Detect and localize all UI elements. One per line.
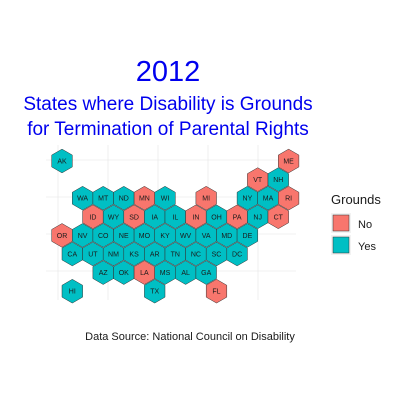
- state-label: GA: [201, 270, 211, 277]
- state-label: NJ: [253, 214, 262, 221]
- state-label: NM: [108, 252, 119, 259]
- state-hex-shape: [144, 279, 166, 304]
- legend-label: Yes: [358, 241, 376, 253]
- legend-item-no: No: [331, 213, 372, 233]
- state-label: MA: [263, 196, 274, 203]
- state-label: LA: [140, 270, 149, 277]
- state-label: NC: [191, 252, 201, 259]
- state-label: NE: [119, 233, 129, 240]
- state-hex-tx: TX: [144, 279, 166, 304]
- state-label: VA: [202, 233, 211, 240]
- state-label: MN: [139, 196, 150, 203]
- state-label: NH: [273, 177, 283, 184]
- state-hex-shape: [61, 279, 83, 304]
- state-hex-shape: [205, 279, 228, 304]
- legend: Grounds No Yes: [331, 192, 381, 255]
- state-hex-ct: CT: [267, 204, 289, 229]
- state-label: AL: [181, 270, 190, 277]
- chart-subtitle-line-1: States where Disability is Grounds: [23, 94, 312, 115]
- state-label: AZ: [99, 270, 109, 277]
- legend-swatch: [332, 214, 350, 232]
- state-label: FL: [212, 289, 220, 296]
- state-label: HI: [69, 289, 76, 296]
- state-label: NY: [243, 196, 253, 203]
- state-hex-ri: RI: [278, 186, 300, 211]
- state-label: RI: [285, 196, 292, 203]
- state-label: ID: [89, 214, 96, 221]
- state-label: WY: [108, 214, 120, 221]
- state-hex-nh: NH: [267, 167, 289, 192]
- state-hex-shape: [51, 148, 73, 174]
- chart-title: 2012: [136, 56, 201, 88]
- state-hex-ga: GA: [195, 260, 217, 285]
- state-label: TX: [150, 289, 159, 296]
- state-label: ND: [119, 196, 129, 203]
- legend-swatch: [332, 236, 350, 254]
- state-hex-de: DE: [236, 223, 258, 248]
- state-label: TN: [171, 252, 180, 259]
- chart-subtitle-line-2: for Termination of Parental Rights: [27, 119, 309, 140]
- state-label: SD: [129, 214, 139, 221]
- state-label: AR: [150, 252, 160, 259]
- state-label: WI: [161, 196, 170, 203]
- state-hex-shape: [278, 148, 300, 174]
- state-hex-shape: [267, 204, 289, 229]
- state-label: DC: [232, 252, 242, 259]
- legend-label: No: [358, 219, 372, 231]
- state-label: MI: [202, 196, 210, 203]
- state-hex-shape: [226, 241, 248, 267]
- state-hex-wi: WI: [154, 186, 176, 211]
- state-label: OR: [57, 233, 68, 240]
- state-label: ME: [283, 159, 294, 166]
- state-hex-ak: AK: [51, 148, 73, 174]
- state-label: KS: [129, 252, 139, 259]
- state-label: NV: [78, 233, 88, 240]
- state-hex-mi: MI: [195, 186, 217, 211]
- state-label: IN: [192, 214, 199, 221]
- state-label: IL: [172, 214, 178, 221]
- state-label: MS: [160, 270, 171, 277]
- state-label: OH: [211, 214, 222, 221]
- state-label: MT: [98, 196, 109, 203]
- state-label: MO: [139, 233, 151, 240]
- legend-item-yes: Yes: [331, 235, 376, 255]
- state-label: WA: [77, 196, 88, 203]
- state-label: VT: [253, 177, 263, 184]
- chart-caption: Data Source: National Council on Disabil…: [85, 331, 295, 343]
- state-hex-shape: [195, 260, 217, 285]
- state-label: KY: [160, 233, 170, 240]
- state-hex-shape: [154, 186, 176, 211]
- state-hex-shape: [236, 223, 258, 248]
- state-label: DE: [243, 233, 253, 240]
- state-hex-shape: [278, 186, 300, 211]
- legend-title: Grounds: [331, 192, 381, 207]
- state-label: UT: [88, 252, 98, 259]
- state-label: CA: [67, 252, 77, 259]
- state-label: IA: [151, 214, 158, 221]
- state-label: MD: [221, 233, 232, 240]
- state-label: OK: [119, 270, 129, 277]
- state-label: AK: [57, 159, 67, 166]
- state-hex-hi: HI: [61, 279, 83, 304]
- state-hex-shape: [267, 167, 289, 192]
- state-hexagons: AK ME VT NH WA MT ND MN WI MI NY MA RI ID WY SD IA IL IN OH…: [51, 148, 300, 304]
- state-label: CO: [98, 233, 109, 240]
- state-hex-dc: DC: [226, 241, 248, 267]
- state-label: SC: [212, 252, 222, 259]
- state-hex-me: ME: [278, 148, 300, 174]
- state-label: WV: [180, 233, 192, 240]
- state-hex-shape: [195, 186, 217, 211]
- state-label: CT: [274, 214, 284, 221]
- state-label: PA: [233, 214, 242, 221]
- state-hex-fl: FL: [205, 279, 228, 304]
